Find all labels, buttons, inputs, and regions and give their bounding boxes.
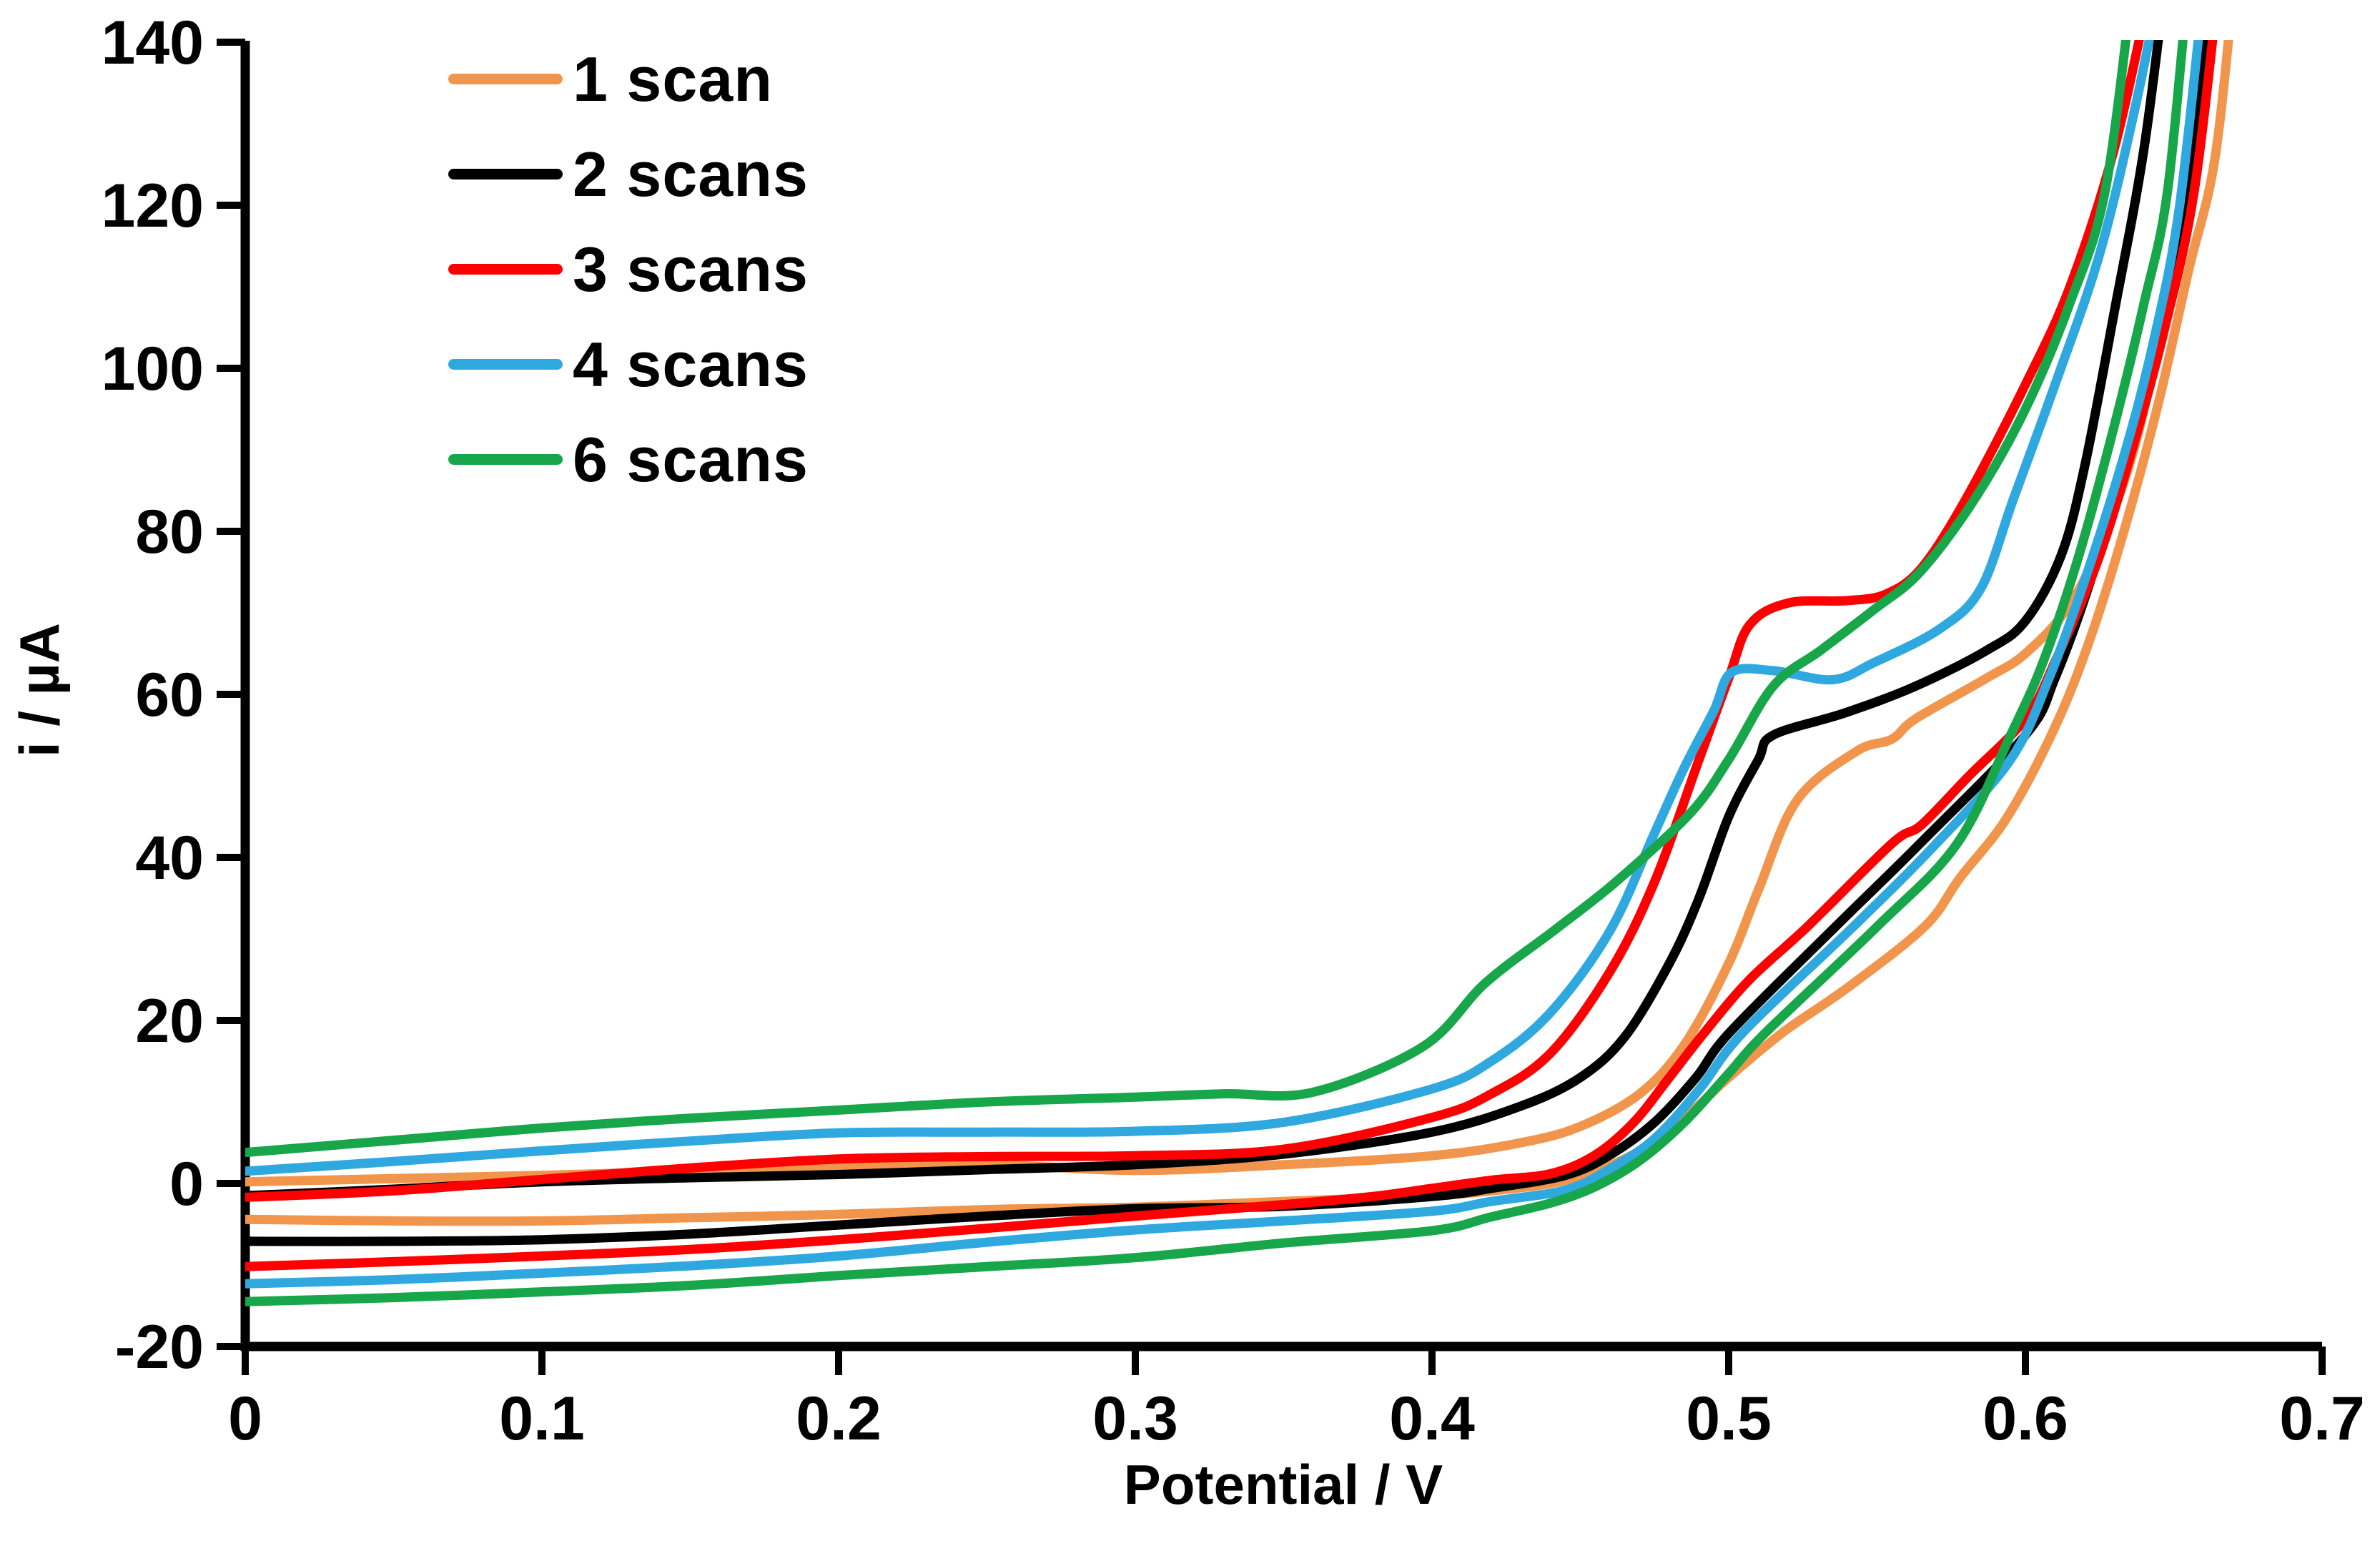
axes-layer: 0 0.1 0.2 0.3 0.4 0.5 0.6 0.7 -20 0 20 40 60 80 100 120… [102, 9, 2365, 1453]
series-3-scans-reverse [245, 40, 2218, 1271]
y-tick-label: 0 [169, 1150, 204, 1218]
series-2-scans-forward [245, 40, 2163, 1201]
y-tick-label: 140 [102, 9, 204, 77]
x-tick-label: 0 [228, 1384, 262, 1453]
series-4-scans-forward [245, 40, 2154, 1176]
series-6-scans-reverse [245, 40, 2188, 1306]
x-tick-label: 0.5 [1686, 1384, 1772, 1453]
x-tick-label: 0.2 [796, 1384, 882, 1453]
legend-item-label: 2 scans [573, 138, 809, 210]
legend-item-label: 3 scans [573, 233, 809, 305]
x-tick-label: 0.1 [499, 1384, 585, 1453]
x-tick-label: 0.6 [1982, 1384, 2068, 1453]
x-axis-title: Potential / V [1124, 1453, 1443, 1516]
x-tick-label: 0.7 [2279, 1384, 2365, 1453]
series-3-scans-forward [245, 40, 2144, 1202]
y-tick-label: 20 [135, 987, 204, 1055]
series-6-scans-forward [245, 40, 2131, 1158]
legend-swatch [448, 74, 563, 84]
legend-item-label: 1 scan [573, 43, 773, 114]
legend: 1 scan 2 scans 3 scans 4 scans 6 scans [448, 31, 809, 507]
y-tick-label: 80 [135, 498, 204, 566]
legend-swatch [448, 359, 563, 370]
y-tick-label: 120 [102, 172, 204, 240]
legend-item: 3 scans [448, 222, 809, 317]
y-tick-label: 100 [102, 335, 204, 403]
series-4-scans-reverse [245, 40, 2203, 1289]
legend-swatch [448, 264, 563, 275]
y-tick-label: -20 [115, 1313, 204, 1382]
y-tick-label: 40 [135, 824, 204, 892]
legend-item: 2 scans [448, 127, 809, 222]
legend-item-label: 6 scans [573, 423, 809, 495]
legend-swatch [448, 169, 563, 179]
legend-item: 6 scans [448, 412, 809, 507]
x-tick-label: 0.3 [1092, 1384, 1178, 1453]
y-axis-title: i / µA [8, 623, 71, 757]
axis-label-layer: Potential / V i / µA [8, 623, 1443, 1516]
y-tick-label: 60 [135, 661, 204, 729]
legend-item: 4 scans [448, 317, 809, 412]
legend-item: 1 scan [448, 31, 809, 127]
legend-item-label: 4 scans [573, 328, 809, 400]
legend-swatch [448, 454, 563, 465]
x-tick-label: 0.4 [1389, 1384, 1475, 1453]
series-layer [245, 40, 2233, 1306]
